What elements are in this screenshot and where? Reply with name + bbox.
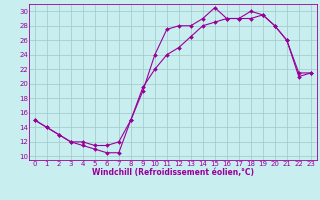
X-axis label: Windchill (Refroidissement éolien,°C): Windchill (Refroidissement éolien,°C) <box>92 168 254 177</box>
